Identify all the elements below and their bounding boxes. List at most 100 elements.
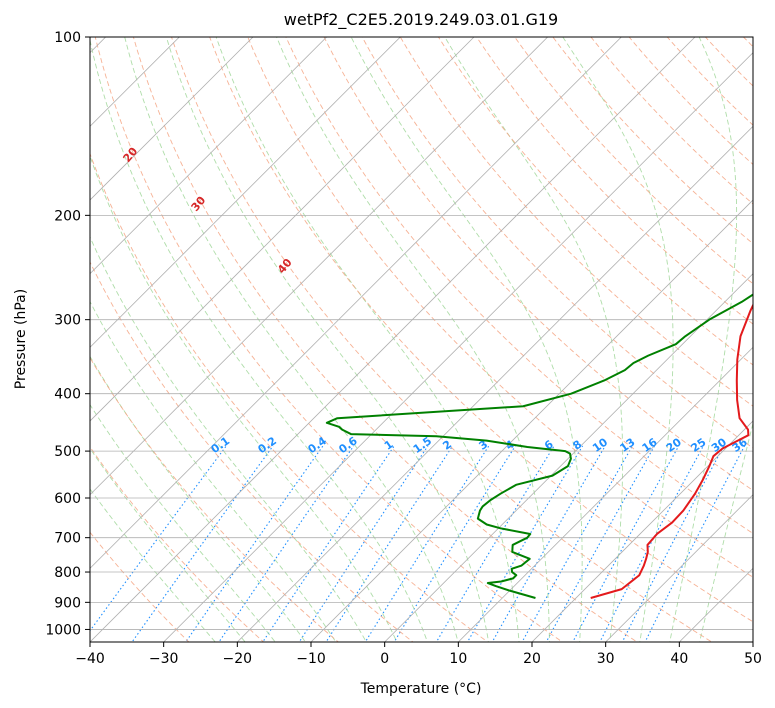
x-tick-label: 0 xyxy=(380,651,389,667)
x-tick-label: −10 xyxy=(296,651,326,667)
dry-adiabat-label: 20 xyxy=(121,145,141,165)
x-tick-label: −40 xyxy=(75,651,105,667)
moist-adiabat xyxy=(669,37,738,642)
mixing-ratio-line xyxy=(218,445,355,642)
mixing-ratio-line xyxy=(491,445,606,642)
moist-adiabat xyxy=(124,37,459,642)
dry-adiabat xyxy=(742,37,753,48)
dry-adiabat xyxy=(90,531,190,642)
mixing-ratio-label: 0.6 xyxy=(336,434,360,456)
dewpoint-profile xyxy=(325,293,753,599)
moist-adiabat xyxy=(562,37,674,642)
y-tick-label: 1000 xyxy=(45,622,81,638)
moist-adiabat xyxy=(90,403,276,642)
x-axis-ticks: −40 −30 −20 −10 0 10 20 30 40 50 xyxy=(75,642,762,667)
mixing-ratio-line xyxy=(545,445,656,642)
mixing-ratio-line xyxy=(435,445,555,642)
moist-adiabat xyxy=(165,37,490,642)
x-tick-label: 30 xyxy=(597,651,615,667)
plot-frame xyxy=(89,36,754,643)
dry-adiabat xyxy=(90,152,489,642)
mixing-ratio-line xyxy=(521,445,633,642)
dry-adiabats xyxy=(90,10,775,654)
y-tick-label: 700 xyxy=(54,531,81,547)
mixing-ratio-line xyxy=(393,445,516,642)
dry-adiabat-label: 40 xyxy=(275,256,295,276)
isotherm xyxy=(457,346,753,642)
isotherm xyxy=(90,37,180,127)
dry-adiabat xyxy=(90,446,265,642)
plot-area: 0.10.20.40.611.52346810131620253036-100-… xyxy=(0,10,775,654)
moist-adiabat xyxy=(699,421,753,642)
mixing-ratio-line xyxy=(644,445,746,642)
mixing-ratio-line xyxy=(364,445,490,642)
y-tick-label: 100 xyxy=(54,30,81,46)
y-tick-label: 600 xyxy=(54,491,81,507)
mixing-ratio-label: 25 xyxy=(689,435,709,454)
dry-adiabat xyxy=(361,37,753,449)
moist-adiabats xyxy=(90,37,753,642)
temperature-profile xyxy=(590,303,753,599)
dry-adiabat xyxy=(285,37,753,534)
dry-adiabat xyxy=(132,37,638,642)
dry-adiabat xyxy=(476,37,753,325)
mixing-ratio-label: 16 xyxy=(640,435,660,455)
dry-adiabat xyxy=(90,261,414,642)
dry-adiabat xyxy=(209,37,753,623)
isotherm xyxy=(90,37,696,642)
isotherm xyxy=(605,494,753,642)
isotherm xyxy=(90,37,401,348)
mixing-ratio-line xyxy=(298,445,429,642)
mixing-ratio-lines xyxy=(90,445,746,642)
isotherm xyxy=(90,37,622,569)
moist-adiabat xyxy=(215,37,520,642)
sounding-series xyxy=(325,293,753,599)
y-tick-label: 400 xyxy=(54,387,81,403)
dry-adiabat xyxy=(514,37,753,285)
moist-adiabat xyxy=(90,155,398,642)
moist-adiabat xyxy=(90,236,367,642)
moist-adiabat xyxy=(90,38,428,642)
dry-adiabat-label: 10 xyxy=(64,104,84,124)
isotherm xyxy=(90,37,328,275)
mixing-ratio-label: 1 xyxy=(382,438,396,453)
isotherm xyxy=(752,641,753,642)
isotherm xyxy=(384,273,753,642)
dry-adiabat-label: 0 xyxy=(16,70,31,84)
isotherm xyxy=(236,125,753,642)
isotherm xyxy=(0,10,59,654)
y-tick-label: 900 xyxy=(54,595,81,611)
dry-adiabat xyxy=(171,37,713,642)
dry-adiabat xyxy=(94,37,564,642)
isotherm xyxy=(90,37,254,201)
moist-adiabat xyxy=(350,37,583,642)
x-tick-label: 10 xyxy=(449,651,467,667)
x-tick-label: −20 xyxy=(223,651,253,667)
y-tick-label: 500 xyxy=(54,444,81,460)
x-tick-label: −30 xyxy=(149,651,179,667)
chart-title: wetPf2_C2E5.2019.249.03.01.G19 xyxy=(284,10,558,30)
isotherm xyxy=(90,37,549,496)
mixing-ratio-label: 36 xyxy=(730,435,750,455)
isotherm xyxy=(163,52,753,642)
isotherm xyxy=(531,420,753,642)
x-tick-label: 40 xyxy=(670,651,688,667)
dry-adiabat xyxy=(755,10,775,654)
isotherm xyxy=(678,567,753,642)
isotherm xyxy=(310,199,753,642)
x-tick-label: 20 xyxy=(523,651,541,667)
x-tick-label: 50 xyxy=(744,651,762,667)
y-axis-label: Pressure (hPa) xyxy=(13,289,29,389)
x-axis-label: Temperature (°C) xyxy=(360,681,482,697)
isotherm xyxy=(90,37,475,422)
moist-adiabat xyxy=(90,447,246,642)
dry-adiabat xyxy=(399,37,753,407)
mixing-ratio-label: 10 xyxy=(590,435,610,455)
moist-adiabat xyxy=(90,488,216,642)
mixing-ratio-line xyxy=(572,445,680,642)
mixing-ratio-label: 0.4 xyxy=(306,434,330,456)
moist-adiabat xyxy=(276,37,550,642)
y-axis-ticks: 100 200 300 400 500 600 700 800 900 1000 xyxy=(45,30,90,638)
mixing-ratio-label: 8 xyxy=(571,438,585,453)
dry-adiabat xyxy=(90,356,339,642)
